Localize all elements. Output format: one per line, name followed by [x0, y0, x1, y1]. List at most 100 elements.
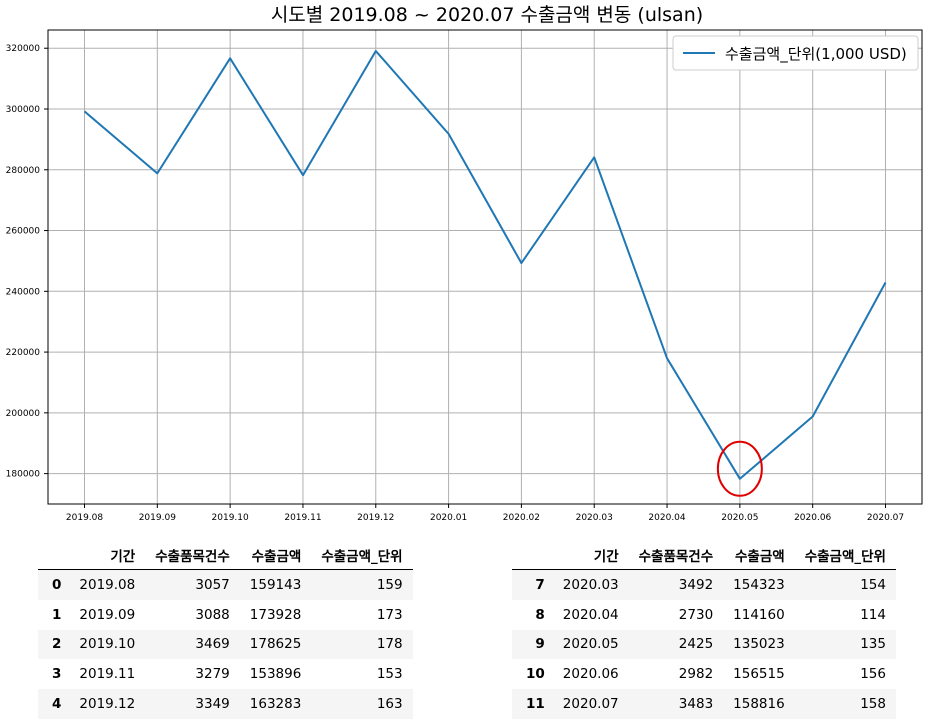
annotation-layer [716, 440, 763, 497]
table-cell: 2019.12 [79, 696, 136, 713]
x-tick-label: 2020.01 [430, 513, 467, 523]
y-tick-label: 220000 [6, 348, 41, 358]
x-tick-label: 2020.03 [576, 513, 613, 523]
legend-box [672, 35, 919, 71]
table-row: 4 2019.12 3349 163283 163 [38, 689, 413, 719]
column-header: 수출품목건수 [155, 549, 230, 565]
chart-title: 시도별 2019.08 ~ 2020.07 수출금액 변동 (ulsan) [271, 4, 703, 26]
table-cell: 163283 [249, 696, 302, 713]
table-row: 11 2020.07 3483 158816 158 [512, 689, 896, 719]
x-tick-label: 2020.05 [721, 513, 758, 523]
row-index: 8 [535, 606, 545, 623]
x-tick-label: 2019.12 [357, 513, 394, 523]
table-cell: 2019.11 [79, 666, 136, 683]
table-row: 0 2019.08 3057 159143 159 [38, 569, 413, 600]
table-cell: 158 [860, 696, 886, 713]
table-cell: 114160 [733, 606, 785, 623]
x-axis: 2019.08 2019.09 2019.10 2019.11 2019.12 2020.… [66, 504, 904, 523]
table-row: 8 2020.04 2730 114160 114 [512, 600, 896, 630]
series-line [83, 50, 887, 480]
table-cell: 2020.03 [562, 576, 619, 593]
y-tick-label: 320000 [6, 44, 41, 54]
table-cell: 156515 [733, 666, 785, 683]
x-tick-label: 2019.08 [66, 513, 103, 523]
table-cell: 154323 [733, 576, 785, 593]
column-header: 수출금액 [251, 549, 302, 565]
table-row: 7 2020.03 3492 154323 154 [512, 569, 896, 600]
column-header: 수출금액_단위 [321, 549, 403, 565]
table-cell: 178 [376, 636, 403, 653]
row-index: 1 [52, 606, 62, 623]
row-index: 10 [526, 666, 545, 683]
column-header: 수출품목건수 [638, 549, 714, 565]
y-tick-label: 200000 [6, 409, 41, 419]
table-cell: 153896 [249, 666, 302, 683]
legend: 수출금액_단위(1,000 USD) [672, 35, 919, 71]
column-header: 기간 [110, 549, 136, 565]
column-header [38, 541, 71, 570]
column-header: 기간 [593, 549, 619, 565]
table-cell: 158816 [733, 696, 785, 713]
table-cell: 2982 [678, 666, 714, 683]
x-tick-label: 2020.02 [503, 513, 540, 523]
table-cell: 2425 [678, 636, 714, 653]
x-tick-label: 2020.04 [648, 513, 685, 523]
table-cell: 3492 [678, 576, 714, 593]
chart-grid [48, 30, 922, 504]
row-index: 3 [52, 666, 62, 683]
table-cell: 153 [376, 666, 403, 683]
table-cell: 154 [860, 576, 886, 593]
table-cell: 2019.10 [79, 636, 136, 653]
row-index: 11 [526, 696, 545, 713]
x-tick-label: 2019.09 [139, 513, 176, 523]
table-cell: 178625 [249, 636, 302, 653]
table-cell: 135023 [733, 636, 785, 653]
table-cell: 2019.08 [79, 576, 136, 593]
table-cell: 2020.05 [562, 636, 619, 653]
table-cell: 173928 [249, 606, 302, 623]
table-cell: 3057 [195, 576, 230, 593]
table-row: 2 2019.10 3469 178625 178 [38, 629, 413, 660]
table-cell: 159143 [249, 576, 302, 593]
table-header-row: 기간 수출품목건수 수출금액 수출금액_단위 [38, 541, 413, 570]
table-cell: 2020.06 [562, 666, 619, 683]
table-cell: 2730 [678, 606, 714, 623]
x-tick-label: 2019.11 [284, 513, 321, 523]
row-index: 2 [52, 636, 62, 653]
table-row: 1 2019.09 3088 173928 173 [38, 600, 413, 630]
y-axis: 180000 200000 220000 240000 260000 280000 3000… [6, 44, 48, 480]
table-cell: 3483 [678, 696, 714, 713]
table-cell: 173 [376, 606, 403, 623]
highlight-circle [716, 440, 763, 497]
y-tick-label: 300000 [6, 105, 41, 115]
row-index: 9 [535, 636, 545, 653]
table-cell: 3349 [195, 696, 230, 713]
column-header [512, 541, 555, 570]
y-tick-label: 180000 [6, 470, 41, 480]
plot-frame [47, 29, 923, 505]
table-row: 10 2020.06 2982 156515 156 [512, 659, 896, 689]
line-chart: 시도별 2019.08 ~ 2020.07 수출금액 변동 (ulsan) 18… [6, 4, 923, 523]
column-header: 수출금액 [735, 549, 785, 565]
y-tick-label: 240000 [6, 287, 41, 297]
table-row: 9 2020.05 2425 135023 135 [512, 629, 896, 660]
table-cell: 3279 [195, 666, 230, 683]
table-header-row: 기간 수출품목건수 수출금액 수출금액_단위 [512, 541, 896, 570]
table-cell: 2019.09 [79, 606, 136, 623]
table-cell: 2020.07 [562, 696, 619, 713]
table-cell: 3469 [195, 636, 230, 653]
table-cell: 2020.04 [562, 606, 619, 623]
x-tick-label: 2019.10 [212, 513, 249, 523]
x-tick-label: 2020.06 [794, 513, 831, 523]
row-index: 4 [52, 696, 62, 713]
table-cell: 135 [860, 636, 886, 653]
table-cell: 114 [860, 606, 886, 623]
data-table-left: 기간 수출품목건수 수출금액 수출금액_단위 0 2019.08 3057 159143 15… [38, 541, 413, 719]
table-row: 3 2019.11 3279 153896 153 [38, 659, 413, 689]
table-cell: 163 [376, 696, 403, 713]
row-index: 0 [52, 576, 62, 593]
table-cell: 159 [376, 576, 403, 593]
data-table-right: 기간 수출품목건수 수출금액 수출금액_단위 7 2020.03 3492 154323 15… [512, 541, 896, 719]
table-cell: 156 [860, 666, 886, 683]
table-cell: 3088 [195, 606, 230, 623]
